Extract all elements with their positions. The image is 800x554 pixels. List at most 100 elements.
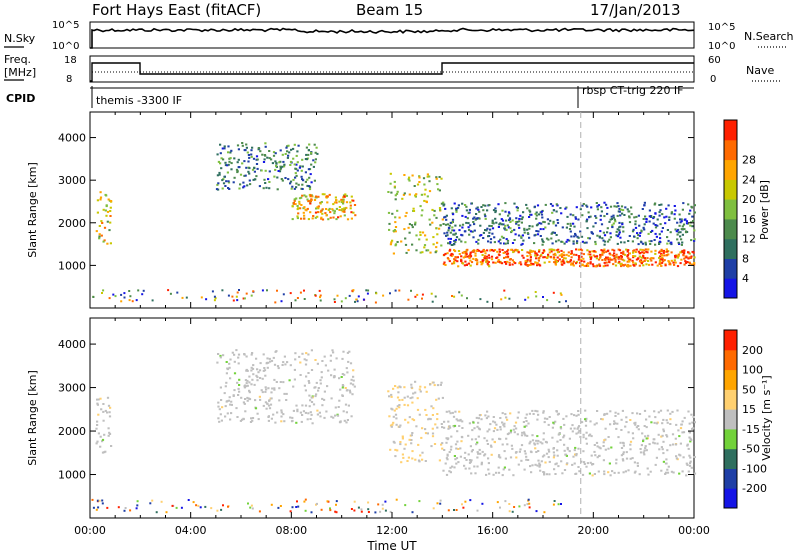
range-cell [104, 193, 107, 196]
range-cell [479, 261, 482, 263]
range-cell [108, 411, 111, 414]
range-cell [410, 386, 413, 389]
range-cell [228, 160, 231, 163]
range-cell [594, 222, 597, 225]
range-cell [589, 258, 592, 261]
range-cell [681, 420, 684, 423]
range-cell [579, 265, 582, 268]
range-cell [463, 264, 466, 267]
range-cell [681, 233, 684, 236]
range-cell [436, 502, 439, 505]
range-cell [525, 203, 528, 206]
range-cell [423, 199, 426, 202]
range-cell [281, 179, 284, 182]
range-cell [338, 399, 341, 402]
range-cell [515, 456, 518, 459]
range-cell [485, 258, 488, 261]
range-cell [305, 158, 308, 161]
range-cell [686, 464, 689, 466]
colorbar-swatch [724, 258, 737, 279]
range-cell [367, 508, 370, 511]
range-cell [689, 437, 692, 440]
range-cell [256, 379, 259, 382]
range-cell [595, 257, 598, 260]
range-cell [442, 263, 445, 266]
range-cell [353, 385, 356, 388]
range-cell [511, 259, 514, 262]
range-cell [490, 225, 493, 227]
range-cell [288, 379, 291, 382]
range-cell [453, 295, 456, 298]
range-cell [278, 170, 282, 173]
range-cell [271, 387, 274, 390]
range-cell [530, 250, 533, 253]
range-cell [294, 299, 297, 302]
range-cell [213, 299, 216, 302]
range-cell [466, 255, 469, 258]
range-cell [389, 292, 391, 295]
range-cell [241, 142, 244, 144]
range-cell [342, 350, 345, 353]
range-cell [538, 465, 541, 468]
range-cell [292, 178, 295, 181]
range-cell [620, 447, 624, 449]
range-cell [631, 240, 634, 243]
range-cell [321, 208, 324, 211]
range-cell [262, 161, 266, 163]
range-cell [517, 224, 520, 227]
range-cell [552, 503, 555, 506]
range-cell [585, 442, 588, 445]
range-cell [445, 473, 449, 476]
range-cell [490, 445, 493, 448]
range-cell [441, 447, 444, 450]
range-cell [105, 204, 108, 207]
range-cell [530, 262, 533, 265]
range-cell [244, 174, 247, 177]
range-cell [433, 384, 436, 387]
range-cell [446, 252, 449, 255]
range-cell [688, 212, 691, 215]
range-cell [423, 246, 426, 249]
range-cell [446, 458, 449, 461]
range-cell [413, 185, 416, 187]
range-cell [257, 147, 260, 149]
range-cell [569, 222, 572, 225]
range-cell [686, 444, 689, 447]
range-cell [632, 255, 635, 257]
range-cell [420, 193, 423, 196]
range-cell [310, 413, 313, 416]
range-cell [645, 218, 648, 221]
range-cell [477, 435, 480, 438]
range-cell [473, 216, 476, 219]
range-cell [547, 255, 550, 258]
range-cell [349, 207, 352, 210]
range-cell [277, 367, 280, 370]
range-cell [454, 410, 457, 413]
range-cell [298, 166, 301, 169]
range-cell [442, 469, 445, 472]
range-cell [243, 160, 246, 163]
range-cell [506, 252, 510, 255]
range-cell [350, 508, 353, 510]
range-cell [617, 233, 621, 236]
range-cell [319, 379, 322, 382]
range-cell [294, 172, 297, 175]
range-cell [421, 231, 425, 234]
range-cell [532, 413, 535, 415]
range-cell [680, 423, 683, 426]
range-cell [452, 233, 455, 236]
range-cell [414, 295, 417, 298]
range-cell [321, 360, 324, 362]
range-cell [278, 399, 281, 402]
range-cell [659, 223, 662, 226]
range-cell [449, 237, 452, 240]
range-cell [219, 354, 222, 357]
range-cell [511, 263, 514, 266]
range-cell [223, 147, 226, 150]
range-cell [98, 225, 101, 227]
range-cell [572, 240, 575, 243]
range-cell [538, 222, 541, 225]
range-cell [585, 437, 588, 440]
range-cell [529, 213, 532, 216]
